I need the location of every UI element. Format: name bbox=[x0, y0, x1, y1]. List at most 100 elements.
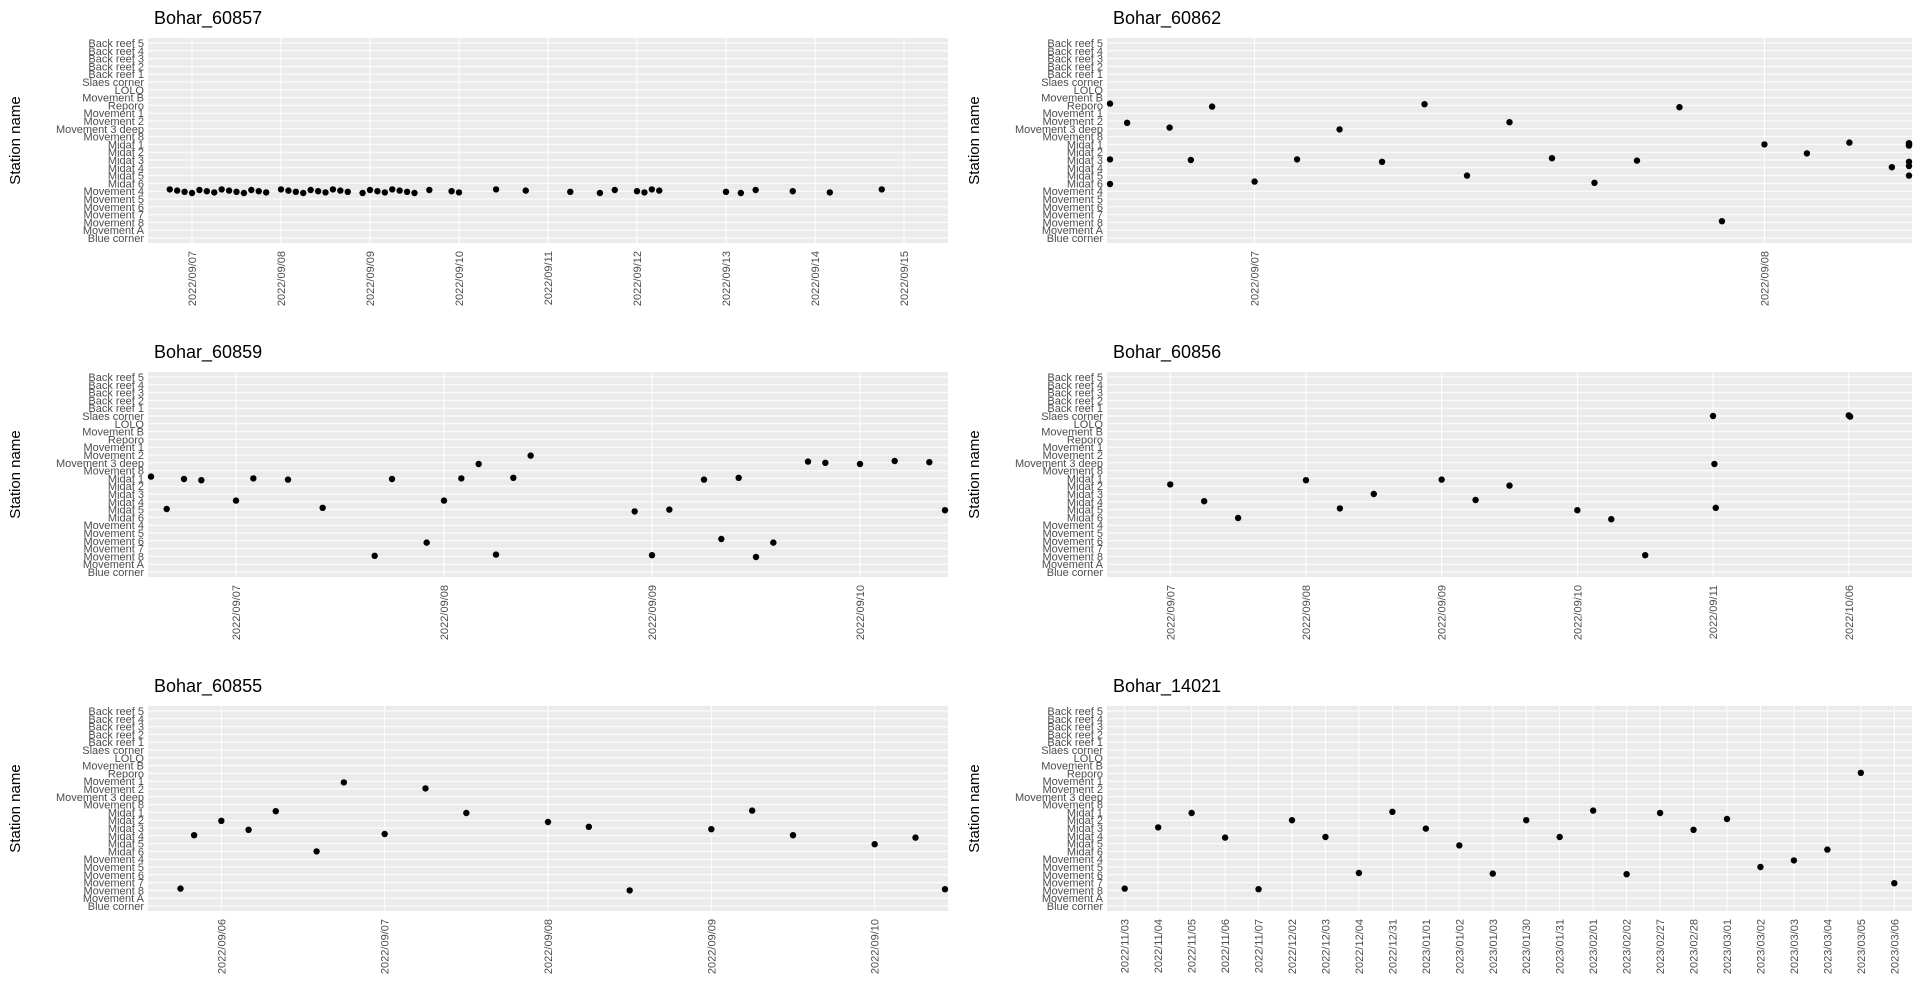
data-point bbox=[166, 186, 173, 193]
y-tick-label: Movement 6 bbox=[1042, 202, 1103, 214]
x-tick-label: 2022/12/02 bbox=[1287, 919, 1299, 974]
data-point bbox=[262, 189, 270, 196]
data-point bbox=[1234, 514, 1242, 522]
data-point bbox=[371, 552, 378, 559]
y-tick-label: Back reef 2 bbox=[1047, 729, 1103, 741]
y-tick-label: Midaf 3 bbox=[1067, 489, 1103, 501]
data-point bbox=[700, 476, 708, 483]
y-tick-label: Midaf 4 bbox=[1067, 831, 1103, 843]
data-point bbox=[1888, 164, 1896, 171]
data-point bbox=[1154, 824, 1162, 831]
data-point bbox=[1608, 516, 1615, 523]
x-tick-label: 2023/02/02 bbox=[1622, 919, 1634, 974]
plot-background bbox=[1107, 706, 1912, 911]
y-tick-label: Midaf 1 bbox=[108, 139, 144, 151]
y-tick-label: Movement 7 bbox=[83, 544, 144, 556]
data-point bbox=[1336, 126, 1343, 133]
data-point bbox=[1676, 104, 1683, 111]
y-tick-label: Back reef 1 bbox=[88, 403, 144, 415]
x-tick-label: 2022/09/07 bbox=[187, 251, 199, 306]
y-axis-label: Station name bbox=[7, 764, 24, 852]
data-point bbox=[1905, 162, 1913, 170]
y-tick-label: Movement B bbox=[1041, 93, 1103, 105]
y-tick-label: Back reef 4 bbox=[88, 714, 144, 726]
y-tick-label: Midaf 4 bbox=[108, 831, 144, 843]
y-tick-label: Blue corner bbox=[1047, 233, 1104, 245]
x-tick-label: 2022/09/06 bbox=[216, 919, 228, 974]
x-tick-label: 2023/02/28 bbox=[1689, 919, 1701, 974]
y-tick-label: Movement 3 deep bbox=[1015, 792, 1103, 804]
y-tick-label: Movement B bbox=[1041, 427, 1103, 439]
y-tick-label: Midaf 3 bbox=[1067, 823, 1103, 835]
x-tick-label: 2022/11/06 bbox=[1220, 919, 1232, 973]
x-tick-label: 2022/11/04 bbox=[1153, 919, 1165, 973]
data-point bbox=[752, 553, 760, 561]
plot-background bbox=[1107, 38, 1912, 243]
x-tick-label: 2023/02/27 bbox=[1655, 919, 1667, 974]
y-tick-label: Movement 4 bbox=[1042, 186, 1103, 198]
y-tick-label: Movement 1 bbox=[83, 108, 144, 120]
y-tick-label: Movement 6 bbox=[83, 870, 144, 882]
y-tick-label: Movement 5 bbox=[83, 862, 144, 874]
data-point bbox=[1370, 490, 1378, 498]
data-point bbox=[1712, 504, 1719, 511]
panel-title: Bohar_14021 bbox=[1113, 676, 1221, 697]
y-tick-label: Midaf 2 bbox=[108, 147, 144, 159]
data-point bbox=[648, 552, 656, 559]
y-tick-label: Movement 8 bbox=[83, 217, 144, 229]
y-tick-label: Movement 3 deep bbox=[56, 124, 144, 136]
data-point bbox=[1355, 869, 1363, 877]
y-tick-label: Movement 8 bbox=[83, 466, 144, 478]
data-point bbox=[1548, 155, 1556, 162]
data-point bbox=[789, 832, 797, 839]
y-tick-label: LOLO bbox=[115, 753, 145, 765]
data-point bbox=[240, 189, 248, 197]
data-point bbox=[313, 848, 320, 855]
panel-title: Bohar_60859 bbox=[154, 342, 262, 363]
data-point bbox=[1656, 809, 1664, 817]
data-point bbox=[1221, 834, 1229, 841]
y-tick-label: Movement 4 bbox=[1042, 854, 1103, 866]
x-tick-label: 2023/01/02 bbox=[1454, 919, 1466, 974]
data-point bbox=[1718, 218, 1726, 225]
data-point bbox=[1711, 460, 1718, 468]
x-tick-label: 2023/03/02 bbox=[1755, 919, 1767, 974]
y-tick-label: Movement B bbox=[82, 93, 144, 105]
y-tick-label: Movement 2 bbox=[1042, 784, 1103, 796]
data-point bbox=[403, 188, 411, 195]
data-point bbox=[737, 189, 745, 197]
data-point bbox=[1723, 815, 1731, 823]
x-tick-label: 2022/09/12 bbox=[632, 251, 644, 306]
data-point bbox=[789, 188, 796, 195]
y-tick-label: Movement 8 bbox=[83, 132, 144, 144]
y-tick-label: Movement 3 deep bbox=[1015, 458, 1103, 470]
y-tick-label: Movement 8 bbox=[1042, 885, 1103, 897]
data-point bbox=[232, 497, 240, 504]
x-tick-label: 2022/09/08 bbox=[1759, 251, 1771, 306]
data-point bbox=[891, 457, 898, 465]
data-point bbox=[641, 189, 648, 196]
data-point bbox=[1824, 846, 1831, 853]
y-tick-label: Midaf 6 bbox=[1067, 846, 1103, 858]
y-tick-label: Midaf 5 bbox=[1067, 505, 1103, 517]
y-tick-label: Back reef 3 bbox=[88, 388, 144, 400]
data-point bbox=[1790, 857, 1798, 864]
data-point bbox=[1121, 885, 1128, 892]
y-tick-label: Movement 1 bbox=[83, 442, 144, 454]
panel-title: Bohar_60856 bbox=[1113, 342, 1221, 363]
data-point bbox=[211, 189, 218, 196]
y-tick-label: Movement 8 bbox=[1042, 800, 1103, 812]
data-point bbox=[422, 785, 429, 792]
data-point bbox=[1556, 833, 1563, 841]
data-point bbox=[1803, 150, 1811, 157]
data-point bbox=[458, 475, 465, 482]
data-point bbox=[203, 188, 211, 195]
plot-background bbox=[148, 372, 948, 577]
x-tick-label: 2023/02/01 bbox=[1588, 919, 1600, 974]
panel-title: Bohar_60855 bbox=[154, 676, 262, 697]
y-tick-label: Movement 7 bbox=[1042, 210, 1103, 222]
data-point bbox=[1302, 477, 1310, 484]
data-point bbox=[666, 506, 673, 513]
data-point bbox=[245, 826, 252, 833]
